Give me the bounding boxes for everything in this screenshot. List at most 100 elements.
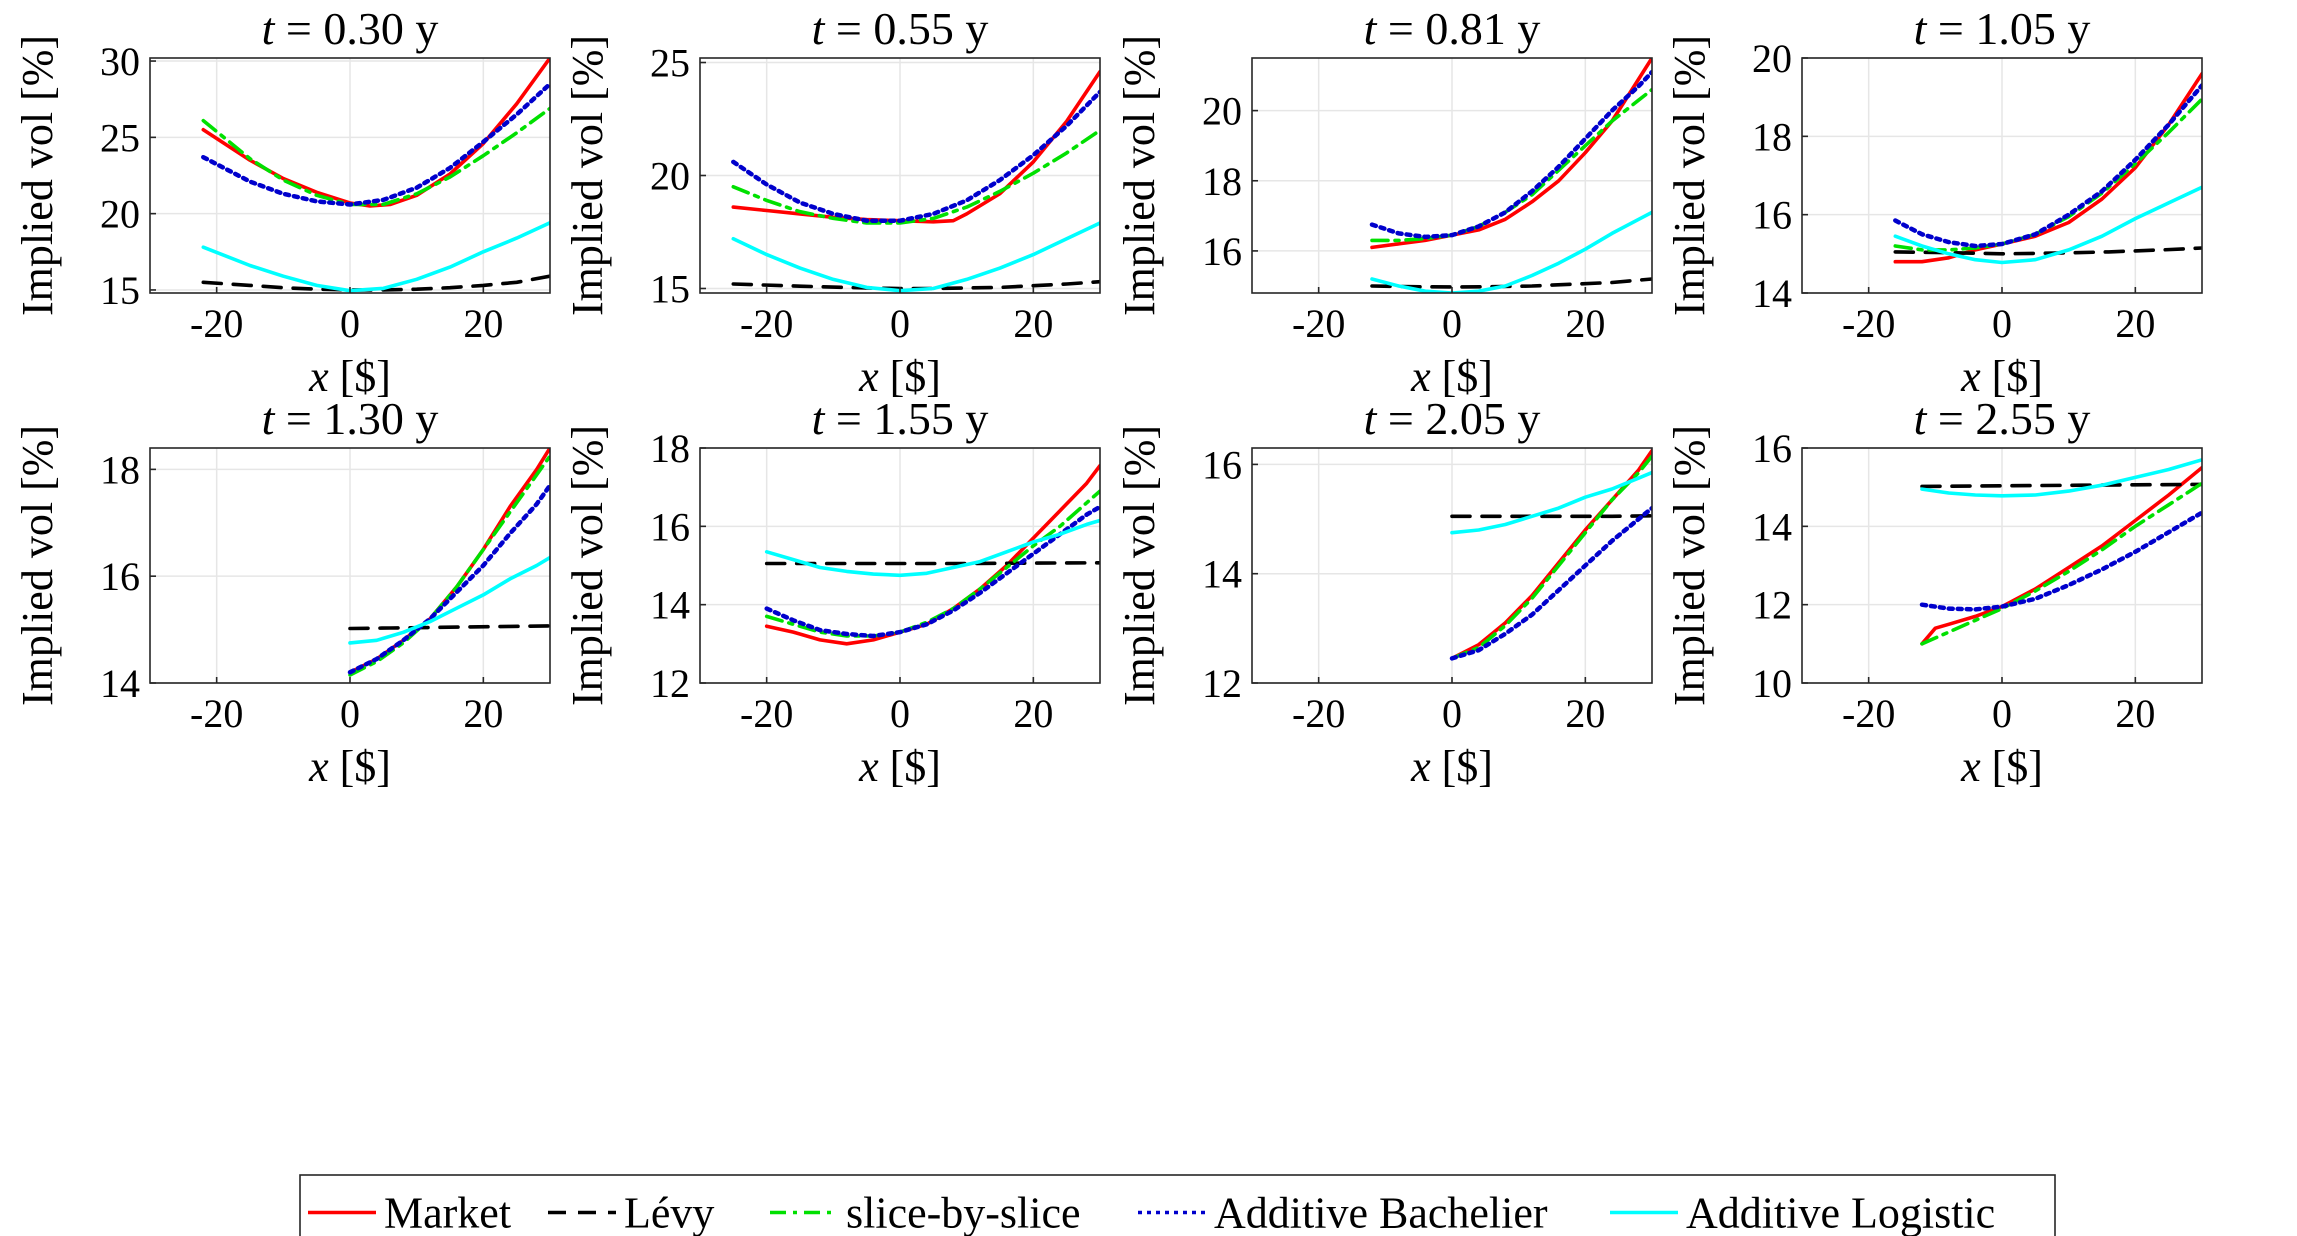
legend-entry-market: Market: [308, 1189, 511, 1236]
series-line-additive-logistic: [1450, 470, 1652, 535]
series-line-additive-bachelier: [1449, 505, 1652, 661]
x-tick-label: -20: [190, 301, 243, 346]
series-line-additive-bachelier: [1369, 69, 1652, 240]
legend-entry-slice-by-slice: slice-by-slice: [770, 1189, 1081, 1236]
panel-title: t = 1.30 y: [262, 393, 439, 444]
legend-box: [299, 1174, 2056, 1236]
x-tick-label: 0: [1992, 301, 2012, 346]
series-line-additive-bachelier: [201, 81, 550, 207]
y-tick-label: 12: [1202, 661, 1242, 706]
y-tick-label: 15: [100, 268, 140, 313]
x-tick-label: -20: [1292, 301, 1345, 346]
x-axis-label: x [$]: [858, 352, 941, 401]
series-group: [764, 463, 1100, 646]
series-line-l-vy: [764, 560, 1100, 566]
y-tick-label: 16: [1202, 442, 1242, 487]
y-tick-label: 20: [1202, 89, 1242, 134]
x-tick-label: 20: [1013, 691, 1053, 736]
y-tick-label: 16: [1202, 229, 1242, 274]
panel-8: -20 0 20 10 12 14 16 t = 2.55 y x [$] Implied vol…: [1665, 393, 2203, 791]
legend-label: Market: [384, 1189, 511, 1236]
series-group: [731, 69, 1100, 293]
y-tick-label: 18: [1202, 159, 1242, 204]
panel-title: t = 0.55 y: [812, 3, 989, 54]
y-tick-label: 20: [650, 154, 690, 199]
y-tick-label: 25: [650, 41, 690, 86]
x-axis-label: x [$]: [1960, 742, 2043, 791]
legend-entry-additive-logistic: Additive Logistic: [1610, 1189, 1995, 1236]
series-line-l-vy: [348, 624, 550, 631]
series-line-additive-logistic: [1920, 457, 2202, 498]
y-axis-label: Implied vol [%]: [1665, 425, 1714, 706]
y-tick-label: 15: [650, 266, 690, 311]
y-tick-label: 16: [1752, 426, 1792, 471]
x-axis-label: x [$]: [308, 352, 391, 401]
series-line-additive-bachelier: [731, 89, 1100, 223]
series-line-additive-logistic: [348, 555, 550, 645]
legend-entry-l-vy: Lévy: [548, 1189, 714, 1236]
x-tick-label: -20: [740, 691, 793, 736]
panel-5: -20 0 20 14 16 18 t = 1.30 y x [$] Implied vol […: [13, 393, 551, 791]
series-line-additive-logistic: [1893, 185, 2202, 265]
x-tick-label: -20: [740, 301, 793, 346]
x-axis-label: x [$]: [308, 742, 391, 791]
y-tick-label: 20: [1752, 36, 1792, 81]
y-tick-label: 20: [100, 192, 140, 237]
x-tick-label: 20: [463, 301, 503, 346]
y-tick-label: 25: [100, 115, 140, 160]
y-tick-label: 12: [650, 661, 690, 706]
panel-title: t = 1.05 y: [1914, 3, 2091, 54]
legend-entry-additive-bachelier: Additive Bachelier: [1138, 1189, 1548, 1236]
series-group: [1449, 448, 1652, 661]
series-line-additive-logistic: [731, 221, 1100, 293]
series-group: [347, 448, 550, 677]
panel-title: t = 1.55 y: [812, 393, 989, 444]
y-axis-label: Implied vol [%]: [13, 425, 62, 706]
panels: -20 0 20 15 20 25 30 t = 0.30 y x [$] Implied vol…: [13, 3, 2203, 791]
panel-1: -20 0 20 15 20 25 30 t = 0.30 y x [$] Implied vol…: [13, 3, 551, 401]
series-line-additive-bachelier: [1893, 83, 2202, 249]
series-line-slice-by-slice: [1370, 87, 1652, 243]
series-line-l-vy: [1920, 482, 2202, 489]
y-tick-label: 18: [100, 447, 140, 492]
series-line-l-vy: [1370, 277, 1652, 289]
panel-4: -20 0 20 14 16 18 20 t = 1.05 y x [$] Implied vol…: [1665, 3, 2203, 401]
series-line-slice-by-slice: [731, 128, 1100, 225]
y-axis-label: Implied vol [%]: [563, 425, 612, 706]
y-axis-label: Implied vol [%]: [1115, 425, 1164, 706]
y-tick-label: 30: [100, 39, 140, 84]
series-line-additive-logistic: [201, 221, 550, 293]
x-tick-label: 0: [340, 691, 360, 736]
series-line-slice-by-slice: [1920, 481, 2202, 646]
x-axis-label: x [$]: [858, 742, 941, 791]
x-tick-label: 0: [340, 301, 360, 346]
x-tick-label: -20: [190, 691, 243, 736]
panel-title: t = 0.30 y: [262, 3, 439, 54]
x-tick-label: 20: [463, 691, 503, 736]
x-axis-label: x [$]: [1410, 352, 1493, 401]
x-tick-label: 0: [1442, 691, 1462, 736]
panel-title: t = 2.05 y: [1364, 393, 1541, 444]
y-tick-label: 14: [1752, 271, 1792, 316]
series-line-additive-logistic: [1370, 210, 1652, 293]
legend-label: Additive Logistic: [1686, 1189, 1995, 1236]
series-line-market: [1370, 58, 1652, 250]
y-tick-label: 16: [650, 504, 690, 549]
x-axis-label: x [$]: [1410, 742, 1493, 791]
panel-3: -20 0 20 16 18 20 t = 0.81 y x [$] Implied vol […: [1115, 3, 1653, 401]
y-tick-label: 16: [1752, 193, 1792, 238]
series-line-slice-by-slice: [201, 106, 550, 207]
x-tick-label: 20: [1565, 301, 1605, 346]
x-tick-label: 0: [1992, 691, 2012, 736]
panel-title: t = 2.55 y: [1914, 393, 2091, 444]
y-tick-label: 12: [1752, 583, 1792, 628]
series-line-l-vy: [1450, 513, 1652, 519]
legend-label: slice-by-slice: [846, 1189, 1081, 1236]
series-line-market: [731, 69, 1100, 224]
series-line-additive-bachelier: [347, 483, 550, 675]
panel-2: -20 0 20 15 20 25 t = 0.55 y x [$] Implied vol […: [563, 3, 1101, 401]
y-tick-label: 14: [650, 583, 690, 628]
x-tick-label: -20: [1292, 691, 1345, 736]
series-line-additive-bachelier: [764, 504, 1100, 639]
